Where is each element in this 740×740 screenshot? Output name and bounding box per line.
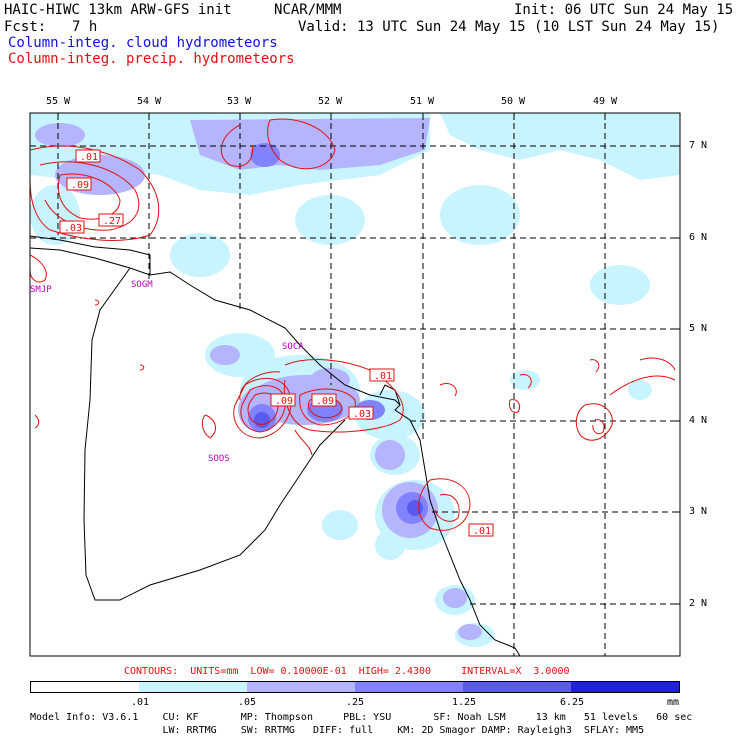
contour-label: .09 xyxy=(275,396,293,407)
legend-label: .05 xyxy=(238,697,257,708)
graticule xyxy=(30,113,680,656)
station-label: SOOS xyxy=(208,454,230,464)
station-label: SMJP xyxy=(30,285,52,295)
valid-time: Valid: 13 UTC Sun 24 May 15 (10 LST Sun … xyxy=(298,19,720,35)
contour-label-group: .01 .09 .03 .27 .01 .09 .09 .03 .01 xyxy=(59,149,494,537)
lon-label: 53 W xyxy=(227,96,252,107)
contour-label: .27 xyxy=(103,216,121,227)
legend-label: .25 xyxy=(346,697,365,708)
lat-label: 2 N xyxy=(689,598,708,609)
precip-contours xyxy=(30,118,676,531)
legend-swatch xyxy=(247,682,355,692)
field-name-cloud: Column-integ. cloud hydrometeors xyxy=(8,35,278,51)
lat-label: 6 N xyxy=(689,232,708,243)
cloud-shading xyxy=(30,113,680,647)
legend-swatch xyxy=(571,682,679,692)
model-info-line1: Model Info: V3.6.1 CU: KF MP: Thompson P… xyxy=(30,712,693,723)
forecast-hours: 7 h xyxy=(72,19,98,35)
frame-ticks xyxy=(57,113,680,605)
map-frame xyxy=(29,112,681,657)
lon-label: 51 W xyxy=(410,96,435,107)
lat-label: 5 N xyxy=(689,323,708,334)
contour-label: .03 xyxy=(353,409,371,420)
contour-label: .01 xyxy=(473,526,491,537)
legend-label: 1.25 xyxy=(452,697,477,708)
legend-label: .01 xyxy=(131,697,150,708)
legend-swatch xyxy=(139,682,247,692)
lon-label: 49 W xyxy=(593,96,618,107)
station-labels: SMJP SOGM SOCA SOOS xyxy=(30,280,304,464)
lat-label: 4 N xyxy=(689,415,708,426)
legend-swatch xyxy=(31,682,139,692)
legend-label: 6.25 xyxy=(560,697,585,708)
contour-label: .09 xyxy=(71,180,89,191)
lat-label: 3 N xyxy=(689,506,708,517)
station-label: SOGM xyxy=(131,280,153,290)
legend-swatch xyxy=(355,682,463,692)
lon-label: 50 W xyxy=(501,96,526,107)
contour-label: .03 xyxy=(64,223,82,234)
lat-label: 7 N xyxy=(689,140,708,151)
contour-label: .01 xyxy=(374,371,392,382)
legend-colorbar xyxy=(30,681,680,693)
model-info-line2: LW: RRTMG SW: RRTMG DIFF: full KM: 2D Sm… xyxy=(30,725,645,736)
lon-label: 55 W xyxy=(46,96,71,107)
legend-swatch xyxy=(463,682,571,692)
forecast-label: Fcst: xyxy=(4,19,47,35)
lon-label: 54 W xyxy=(137,96,162,107)
lon-label: 52 W xyxy=(318,96,343,107)
field-name-precip: Column-integ. precip. hydrometeors xyxy=(8,51,295,67)
organization-label: NCAR/MMM xyxy=(274,2,342,18)
contour-label: .01 xyxy=(80,152,98,163)
station-label: SOCA xyxy=(282,342,304,352)
contour-label: .09 xyxy=(316,396,334,407)
legend-unit: mm xyxy=(667,697,680,708)
plot-title: HAIC-HIWC 13km ARW-GFS init xyxy=(4,2,232,18)
contours-info: CONTOURS: UNITS=mm LOW= 0.10000E-01 HIGH… xyxy=(124,666,570,677)
coastline xyxy=(30,235,521,656)
init-time: Init: 06 UTC Sun 24 May 15 xyxy=(514,2,734,18)
